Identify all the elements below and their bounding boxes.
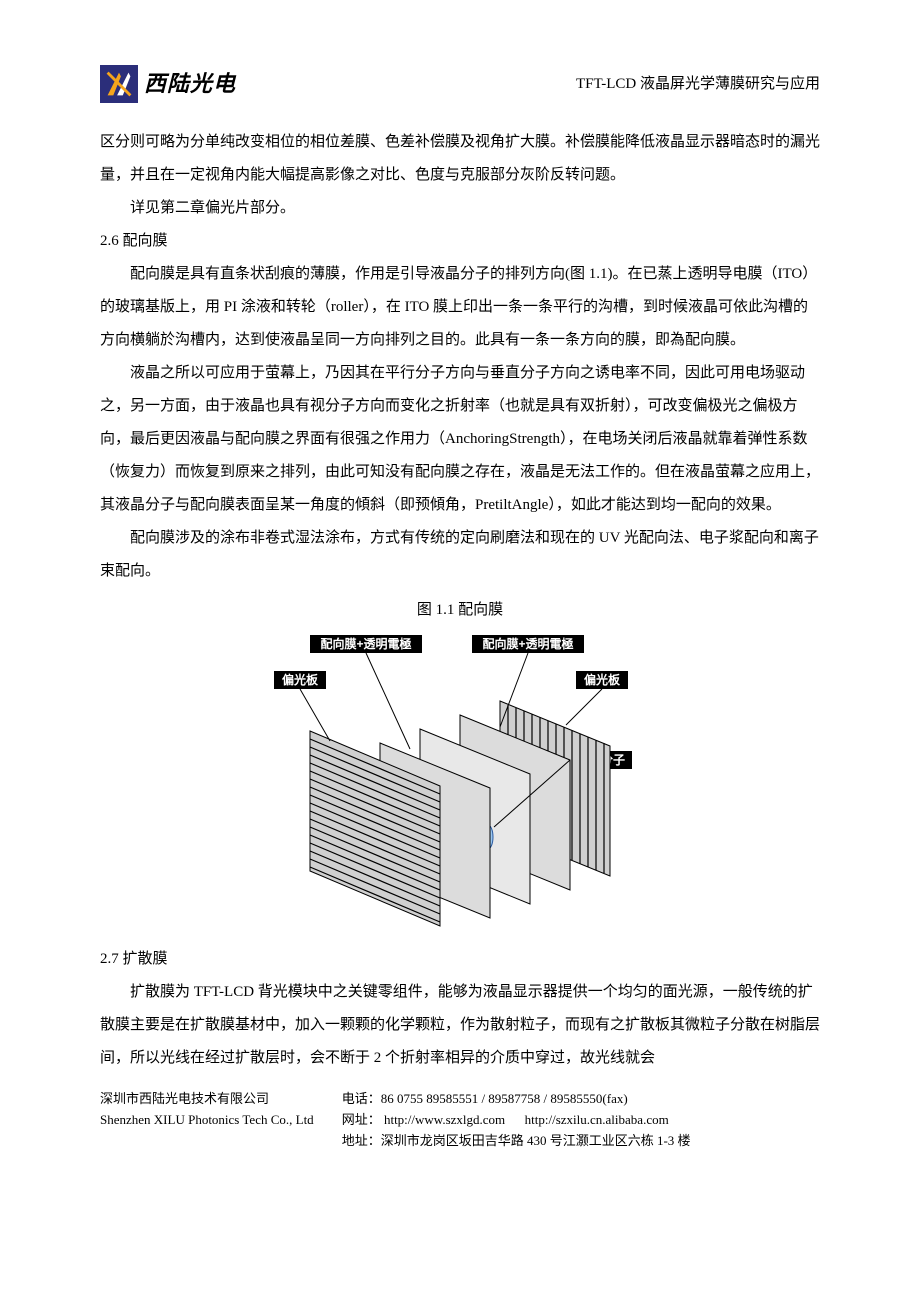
section-heading-2-6: 2.6 配向膜 (100, 225, 820, 258)
company-name-short: 西陆光电 (144, 60, 236, 108)
paragraph: 区分则可略为分单纯改变相位的相位差膜、色差补偿膜及视角扩大膜。补偿膜能降低液晶显… (100, 126, 820, 192)
paragraph: 液晶之所以可应用于萤幕上，乃因其在平行分子方向与垂直分子方向之诱电率不同，因此可… (100, 357, 820, 522)
footer-address: 地址：深圳市龙岗区坂田吉华路 430 号江灏工业区六栋 1-3 楼 (342, 1131, 820, 1152)
label-alignment-left: 配向膜+透明電極 (320, 636, 411, 651)
page-footer: 深圳市西陆光电技术有限公司 Shenzhen XILU Photonics Te… (100, 1089, 820, 1151)
section-heading-2-7: 2.7 扩散膜 (100, 943, 820, 976)
document-title: TFT-LCD 液晶屏光学薄膜研究与应用 (576, 68, 820, 101)
paragraph: 配向膜涉及的涂布非卷式湿法涂布，方式有传统的定向刷磨法和现在的 UV 光配向法、… (100, 522, 820, 588)
figure-1-1: 配向膜+透明電極 配向膜+透明電極 偏光板 偏光板 液晶分子 (100, 631, 820, 931)
footer-phone: 电话：86 0755 89585551 / 89587758 / 8958555… (342, 1089, 820, 1110)
document-body: 区分则可略为分单纯改变相位的相位差膜、色差补偿膜及视角扩大膜。补偿膜能降低液晶显… (100, 126, 820, 1075)
footer-web: 网址： http://www.szxlgd.com http://szxilu.… (342, 1110, 820, 1131)
paragraph: 配向膜是具有直条状刮痕的薄膜，作用是引导液晶分子的排列方向(图 1.1)。在已蒸… (100, 258, 820, 357)
footer-url-1: http://www.szxlgd.com (384, 1112, 505, 1127)
label-polarizer-right: 偏光板 (584, 672, 621, 687)
company-logo-icon (100, 65, 138, 103)
paragraph: 详见第二章偏光片部分。 (100, 192, 820, 225)
page-header: 西陆光电 TFT-LCD 液晶屏光学薄膜研究与应用 (100, 60, 820, 108)
footer-company-cn: 深圳市西陆光电技术有限公司 (100, 1089, 314, 1110)
label-polarizer-left: 偏光板 (282, 672, 319, 687)
company-logo-block: 西陆光电 (100, 60, 236, 108)
paragraph: 扩散膜为 TFT-LCD 背光模块中之关键零组件，能够为液晶显示器提供一个均匀的… (100, 976, 820, 1075)
label-alignment-right: 配向膜+透明電極 (482, 636, 573, 651)
footer-url-2: http://szxilu.cn.alibaba.com (525, 1112, 669, 1127)
alignment-film-diagram: 配向膜+透明電極 配向膜+透明電極 偏光板 偏光板 液晶分子 (250, 631, 670, 931)
footer-company-en: Shenzhen XILU Photonics Tech Co., Ltd (100, 1110, 314, 1131)
figure-caption: 图 1.1 配向膜 (100, 594, 820, 627)
